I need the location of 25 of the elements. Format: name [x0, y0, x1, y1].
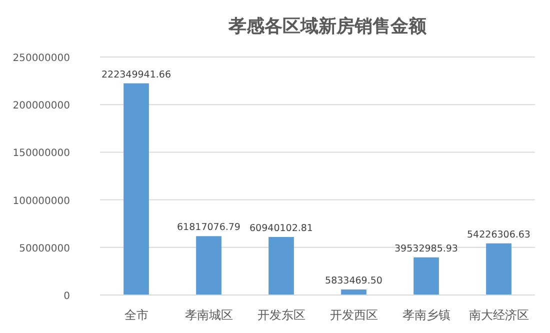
bar	[124, 83, 149, 295]
chart-title: 孝感各区域新房销售金额	[228, 16, 428, 37]
bar	[196, 236, 222, 295]
data-label: 61817076.79	[177, 222, 240, 234]
bar	[341, 289, 366, 295]
x-tick-label: 南大经济区	[468, 308, 529, 322]
data-label: 39532985.93	[394, 243, 458, 254]
data-label: 54226306.63	[467, 229, 530, 240]
y-tick-label: 0	[64, 291, 70, 302]
y-tick-label: 100000000	[12, 196, 70, 207]
data-label: 222349941.66	[101, 69, 172, 80]
y-tick-label: 200000000	[12, 100, 70, 112]
x-tick-label: 孝南乡镇	[402, 308, 450, 322]
y-tick-label: 250000000	[12, 53, 70, 64]
y-tick-label: 50000000	[19, 243, 70, 254]
data-label: 5833469.50	[325, 275, 382, 286]
bar	[268, 236, 294, 295]
x-tick-label: 孝南城区	[184, 308, 233, 322]
x-tick-label: 全市	[124, 308, 148, 322]
bar	[486, 243, 512, 295]
x-tick-label: 开发东区	[257, 308, 306, 322]
x-tick-label: 开发西区	[330, 308, 378, 322]
bar	[414, 257, 439, 295]
y-tick-label: 150000000	[12, 148, 70, 160]
data-label: 60940102.81	[250, 222, 313, 234]
